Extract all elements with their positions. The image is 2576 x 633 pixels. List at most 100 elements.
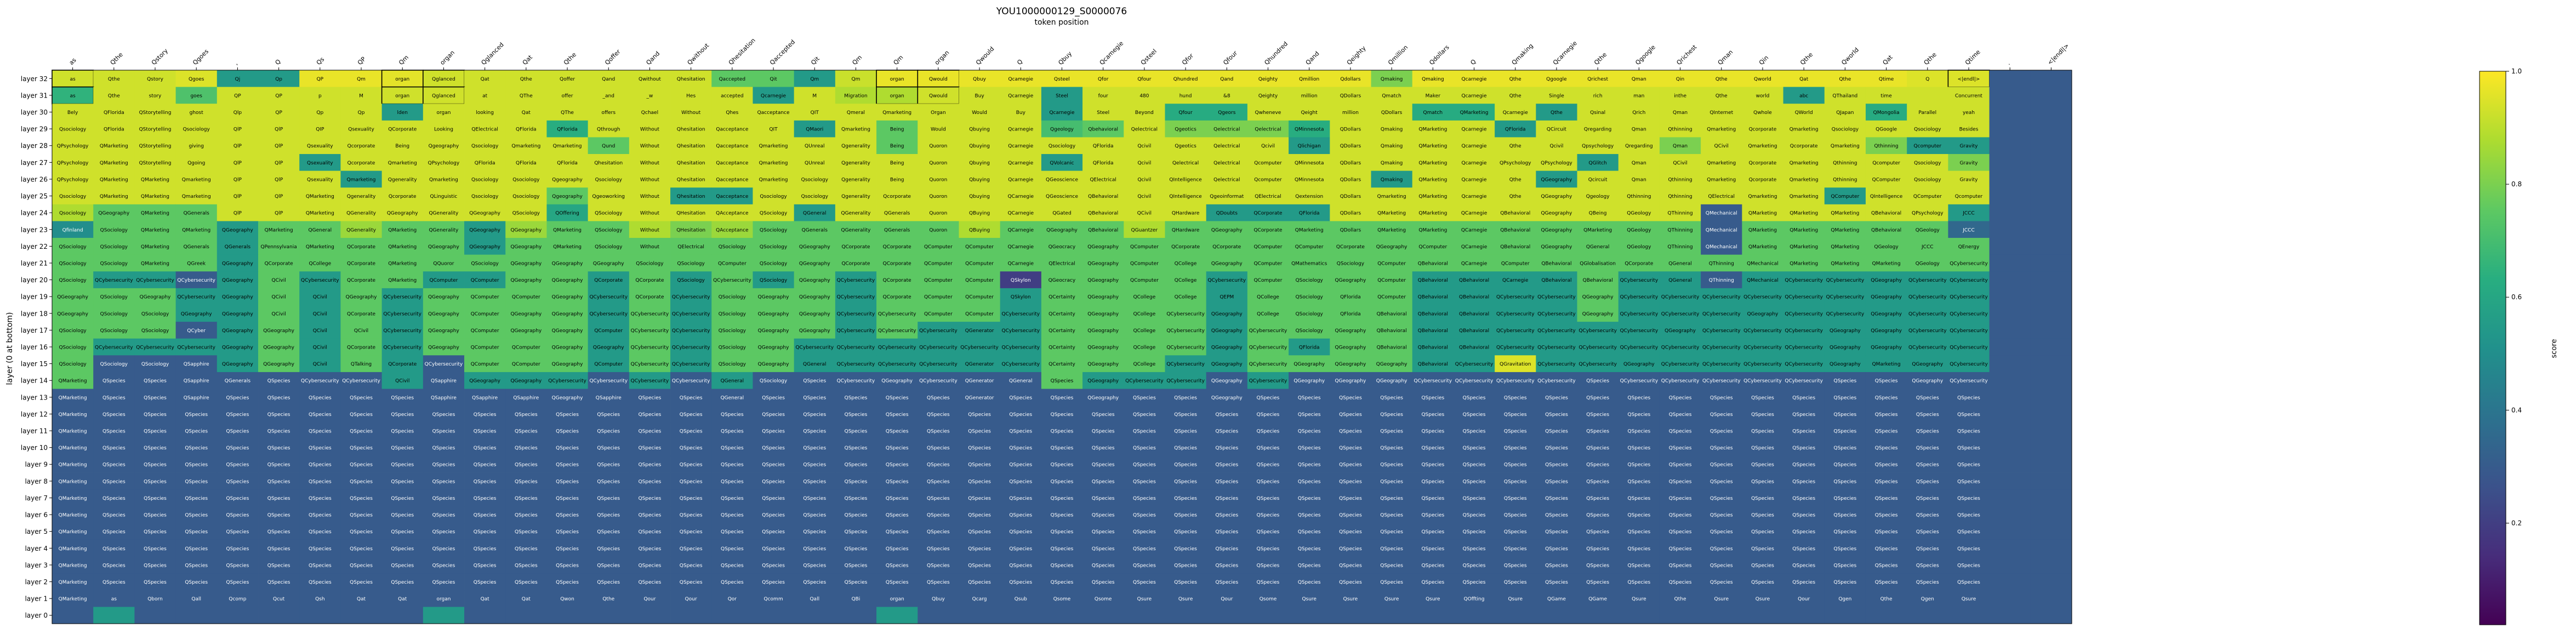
heatmap-cell	[1289, 104, 1330, 121]
cell-label: QSpecies	[762, 463, 785, 468]
cell-label: QSociology	[100, 295, 128, 300]
cell-label: QComputer	[718, 261, 746, 266]
cell-label: Qacceptance	[716, 177, 748, 183]
cell-label: Qcarnegie	[1461, 194, 1487, 199]
cell-label: Qsociology	[59, 194, 87, 199]
cell-label: QCybersecurity	[1661, 295, 1700, 300]
cell-label: QSpecies	[1957, 395, 1980, 401]
cell-label: QMarketing	[1748, 244, 1777, 250]
cell-label: QSpecies	[1051, 429, 1074, 435]
cell-label: QSpecies	[639, 429, 662, 435]
heatmap-cell	[1247, 70, 1289, 88]
cell-label: QElectrical	[677, 244, 704, 250]
heatmap-cell	[1659, 104, 1701, 121]
heatmap-cell	[670, 187, 712, 205]
layer-tick-label: layer 19	[21, 293, 48, 301]
heatmap-cell	[1412, 170, 1454, 188]
cell-label: QSpecies	[1834, 546, 1857, 552]
cell-label: QSpecies	[1133, 496, 1156, 501]
heatmap-cell	[1453, 607, 1495, 624]
heatmap-cell	[1824, 204, 1866, 221]
cell-label: QGeography	[799, 244, 830, 250]
heatmap-cell	[1247, 87, 1289, 104]
heatmap-cell	[1206, 204, 1248, 221]
cell-label: QSpecies	[185, 563, 208, 568]
cell-label: QCorporate	[1253, 227, 1283, 233]
cell-label: QCybersecurity	[672, 345, 710, 351]
cell-label: QSpecies	[803, 395, 826, 401]
cell-label: QCorporate	[883, 244, 912, 250]
cell-label: QGenerality	[841, 227, 871, 233]
cell-label: QGeography	[57, 295, 88, 300]
heatmap-cell	[670, 154, 712, 172]
cell-label: QMarketing	[141, 244, 169, 250]
cell-label: QCertainty	[1048, 345, 1075, 351]
cell-label: QSpecies	[1380, 529, 1403, 535]
cell-label: QGeneral	[803, 211, 827, 216]
cell-label: Qhesitation	[677, 127, 705, 133]
layer-tick-label: layer 2	[25, 578, 48, 586]
cell-label: QGeography	[1871, 278, 1902, 283]
cell-label: QSpecies	[391, 395, 414, 401]
heatmap-cell	[258, 607, 300, 624]
heatmap-cell	[1000, 607, 1042, 624]
cell-label: QSpecies	[226, 479, 249, 484]
cell-label: QSpecies	[762, 513, 785, 518]
cell-label: QSpecies	[350, 412, 373, 418]
heatmap-cell	[1124, 187, 1165, 205]
heatmap-cell	[546, 104, 589, 121]
cell-label: QSociology	[719, 362, 746, 367]
cell-label: Qall	[191, 597, 201, 602]
colorbar	[2479, 71, 2506, 625]
cell-label: QCivil	[354, 328, 368, 334]
heatmap-cell	[629, 204, 671, 221]
cell-label: QSociology	[1337, 261, 1365, 266]
heatmap-cell	[216, 170, 259, 188]
cell-label: Quoron	[929, 194, 947, 199]
cell-label: QSpecies	[845, 513, 868, 518]
heatmap-cell	[1577, 154, 1619, 172]
cell-label: Qm	[810, 77, 819, 82]
heatmap-cell	[1742, 187, 1783, 205]
cell-label: QSpecies	[1627, 463, 1650, 468]
cell-label: QSpecies	[680, 412, 703, 418]
heatmap-cell	[1989, 120, 2031, 138]
cell-label: QSpecies	[1339, 546, 1362, 552]
cell-label: QGeography	[1912, 379, 1943, 384]
cell-label: QCybersecurity	[1002, 345, 1040, 351]
cell-label: QSpecies	[1298, 412, 1321, 418]
cell-label: QCybersecurity	[1743, 362, 1782, 367]
heatmap-cell	[1536, 607, 1577, 624]
cell-label: Qmarketing	[882, 110, 911, 116]
cell-label: QSpecies	[144, 429, 167, 435]
heatmap-cell	[1165, 154, 1207, 172]
heatmap-cell	[588, 204, 630, 221]
cell-label: QSpecies	[1504, 529, 1527, 535]
heatmap-cell	[1865, 137, 1907, 155]
cell-label: QSpecies	[309, 546, 332, 552]
cell-label: QCybersecurity	[919, 328, 958, 334]
cell-label: QSociology	[719, 345, 746, 351]
cell-label: QCollege	[1175, 295, 1197, 300]
heatmap-cell	[505, 187, 547, 205]
heatmap-cell	[917, 170, 959, 188]
cell-label: QSpecies	[185, 546, 208, 552]
token-tick-label: Qgoogle	[1634, 43, 1657, 66]
heatmap-cell	[93, 238, 135, 255]
cell-label: QSpecies	[927, 412, 950, 418]
cell-label: QSpecies	[1421, 529, 1444, 535]
cell-label: QCybersecurity	[1702, 362, 1741, 367]
heatmap-cell	[258, 137, 300, 155]
cell-label: QGenerator	[965, 328, 994, 334]
heatmap-cell	[1783, 154, 1825, 172]
cell-label: Qgoing	[187, 161, 205, 166]
heatmap-cell	[340, 254, 383, 272]
cell-label: QGeneral	[721, 379, 744, 384]
heatmap-cell	[1701, 607, 1742, 624]
cell-label: QCivil	[313, 328, 327, 334]
cell-label: Qgeors	[1218, 110, 1236, 116]
cell-label: QSpecies	[391, 563, 414, 568]
cell-label: QSpecies	[1009, 580, 1032, 585]
heatmap-cell	[1989, 288, 2031, 305]
heatmap-cell	[1989, 254, 2031, 272]
